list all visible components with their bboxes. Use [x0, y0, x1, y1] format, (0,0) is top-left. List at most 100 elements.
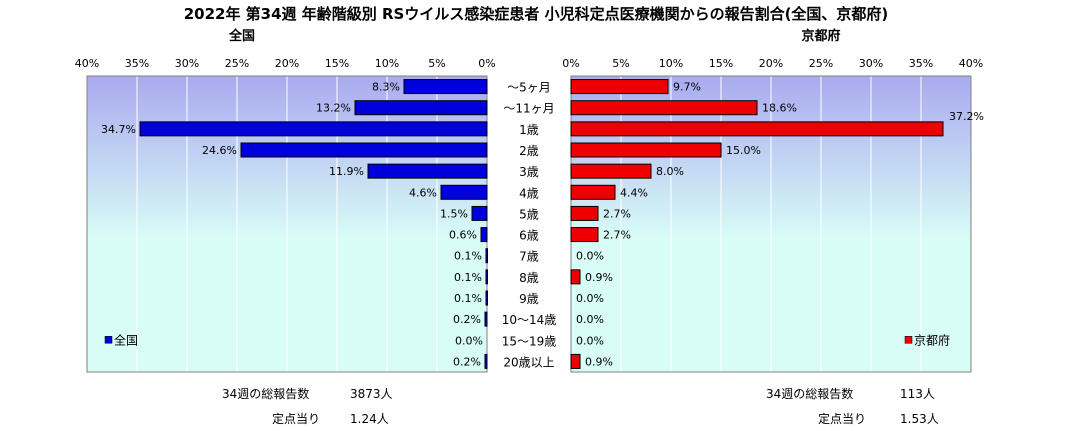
bar-kyoto: [570, 121, 944, 137]
data-label-kyoto: 15.0%: [726, 144, 761, 157]
x-tick-label-national: 35%: [125, 57, 149, 70]
data-label-national: 0.1%: [454, 292, 482, 305]
kyoto-per-label: 定点当り: [818, 412, 867, 426]
x-tick-label-national: 10%: [375, 57, 399, 70]
x-tick-label-kyoto: 25%: [809, 57, 833, 70]
age-category-label: 5歳: [519, 207, 539, 221]
age-category-label: 15～19歳: [502, 334, 557, 348]
age-category-label: ～11ヶ月: [503, 102, 554, 116]
x-tick-label-kyoto: 0%: [562, 57, 579, 70]
age-category-label: 2歳: [519, 144, 539, 158]
age-category-label: 3歳: [519, 165, 539, 179]
data-label-national: 24.6%: [202, 144, 237, 157]
legend-swatch-national: [104, 336, 113, 344]
x-tick-label-kyoto: 20%: [759, 57, 783, 70]
age-category-label: 8歳: [519, 271, 539, 285]
data-label-national: 13.2%: [316, 102, 351, 115]
bar-national: [484, 311, 488, 327]
data-label-national: 8.3%: [372, 81, 400, 94]
legend-label-national: 全国: [114, 332, 138, 347]
bar-national: [485, 269, 488, 285]
bar-kyoto: [570, 269, 581, 285]
data-label-national: 34.7%: [101, 123, 136, 136]
bar-national: [440, 184, 488, 200]
data-label-national: 0.0%: [455, 334, 483, 347]
data-label-kyoto: 0.9%: [585, 271, 613, 284]
data-label-national: 0.6%: [449, 229, 477, 242]
bar-national: [471, 205, 488, 221]
age-category-label: 10～14歳: [502, 313, 557, 327]
kyoto-total-value: 113人: [900, 387, 935, 401]
national-per-label: 定点当り: [272, 412, 321, 426]
national-total-label: 34週の総報告数: [222, 387, 310, 401]
chart-title: 2022年 第34週 年齢階級別 RSウイルス感染症患者 小児科定点医療機関から…: [183, 5, 889, 23]
bar-national: [139, 121, 488, 137]
panel-title-kyoto: 京都府: [801, 28, 840, 44]
bar-national: [480, 227, 488, 243]
data-label-national: 0.2%: [453, 355, 481, 368]
data-label-kyoto: 2.7%: [603, 207, 631, 220]
data-label-national: 1.5%: [440, 207, 468, 220]
data-label-kyoto: 0.9%: [585, 355, 613, 368]
age-category-label: ～5ヶ月: [507, 81, 551, 95]
age-category-labels: ～5ヶ月 ～11ヶ月 1歳 2歳 3歳 4歳 5歳 6歳 7歳 8歳 9歳 10～14歳 15～19歳 2…: [502, 81, 557, 370]
data-label-national: 11.9%: [329, 165, 364, 178]
data-label-kyoto: 4.4%: [620, 186, 648, 199]
bar-kyoto: [570, 79, 669, 95]
data-label-national: 0.2%: [453, 313, 481, 326]
data-label-kyoto: 2.7%: [603, 229, 631, 242]
bar-national: [485, 248, 488, 264]
data-label-kyoto: 8.0%: [656, 165, 684, 178]
bar-kyoto: [570, 184, 616, 200]
x-tick-label-national: 0%: [478, 57, 495, 70]
age-category-label: 20歳以上: [503, 355, 554, 369]
x-tick-label-national: 25%: [225, 57, 249, 70]
x-tick-label-national: 5%: [428, 57, 445, 70]
x-tick-label-kyoto: 30%: [859, 57, 883, 70]
x-tick-label-national: 20%: [275, 57, 299, 70]
data-label-national: 0.1%: [454, 271, 482, 284]
legend-label-kyoto: 京都府: [914, 332, 950, 347]
x-tick-label-national: 40%: [75, 57, 99, 70]
bar-kyoto: [570, 142, 722, 158]
bar-kyoto: [570, 227, 599, 243]
x-tick-label-kyoto: 15%: [709, 57, 733, 70]
bar-national: [485, 290, 488, 306]
bar-kyoto: [570, 163, 652, 179]
plot-border-national: [86, 75, 488, 373]
data-label-kyoto: 37.2%: [949, 110, 984, 123]
bar-national: [367, 163, 488, 179]
right-panel-kyoto: 0% 5% 10% 15% 20% 25% 30% 35% 40% 京都府 9.7% 18.6% 37.…: [562, 28, 984, 373]
bar-national: [484, 353, 488, 369]
left-panel-national: 0% 5% 10% 15% 20% 25% 30% 35% 40% 全国 8.3% 13.2% 34.7…: [75, 28, 496, 373]
data-label-kyoto: 0.0%: [576, 313, 604, 326]
x-tick-label-kyoto: 10%: [659, 57, 683, 70]
x-tick-label-kyoto: 5%: [612, 57, 629, 70]
data-label-kyoto: 18.6%: [762, 102, 797, 115]
legend-swatch-kyoto: [904, 336, 913, 344]
bar-kyoto: [570, 353, 581, 369]
x-tick-label-kyoto: 35%: [909, 57, 933, 70]
bar-kyoto: [570, 205, 599, 221]
bar-national: [354, 100, 488, 116]
national-total-value: 3873人: [350, 387, 393, 401]
age-category-label: 9歳: [519, 292, 539, 306]
bar-national: [403, 79, 488, 95]
x-tick-label-national: 30%: [175, 57, 199, 70]
age-category-label: 1歳: [519, 123, 539, 137]
x-tick-label-kyoto: 40%: [959, 57, 983, 70]
bar-kyoto: [570, 100, 758, 116]
data-label-national: 4.6%: [409, 186, 437, 199]
age-category-label: 6歳: [519, 229, 539, 243]
age-category-label: 4歳: [519, 186, 539, 200]
x-tick-label-national: 15%: [325, 57, 349, 70]
data-label-kyoto: 0.0%: [576, 292, 604, 305]
age-category-label: 7歳: [519, 250, 539, 264]
data-label-national: 0.1%: [454, 250, 482, 263]
panel-title-national: 全国: [228, 28, 255, 44]
data-label-kyoto: 0.0%: [576, 250, 604, 263]
data-label-kyoto: 9.7%: [673, 81, 701, 94]
kyoto-per-value: 1.53人: [900, 412, 939, 426]
national-per-value: 1.24人: [350, 412, 389, 426]
